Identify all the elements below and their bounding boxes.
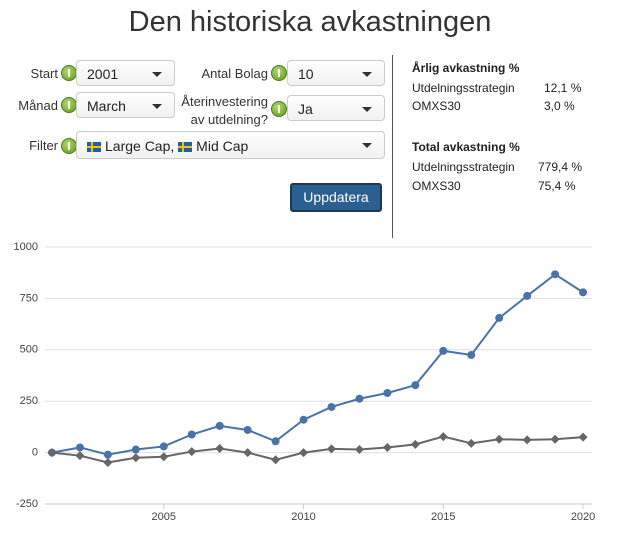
select-value: 10 [298, 66, 314, 82]
x-tick-label: 2020 [571, 511, 595, 523]
stats-value: 3,0 % [544, 99, 575, 113]
select[interactable]: 2001 [76, 60, 175, 86]
point [326, 444, 336, 454]
field-label: Antal Bolag [201, 66, 269, 81]
point [410, 439, 420, 449]
point [355, 394, 364, 403]
point [494, 434, 504, 444]
stats-label: OMXS30 [412, 99, 461, 113]
point [103, 457, 113, 467]
stats-label: OMXS30 [412, 179, 461, 193]
field-label: Filter [29, 138, 58, 153]
select[interactable]: 10 [287, 60, 385, 86]
stats-value: 12,1 % [544, 81, 582, 95]
series-line [51, 273, 584, 456]
select-value: March [87, 98, 126, 114]
point [382, 442, 392, 452]
x-tick-label: 2005 [152, 511, 176, 523]
field-label: Start [30, 66, 58, 81]
field-label: Återinvestering av utdelning? [181, 94, 268, 127]
point [131, 453, 141, 463]
point [271, 437, 280, 446]
y-tick-label: 750 [20, 292, 38, 304]
point [159, 442, 168, 451]
point [47, 448, 57, 458]
y-tick-label: 500 [20, 344, 38, 356]
point [466, 438, 476, 448]
select-value: 2001 [87, 66, 119, 82]
y-tick-label: -250 [16, 498, 38, 510]
filter-item: Large Cap, [105, 138, 175, 154]
point [354, 445, 364, 455]
point [383, 388, 392, 397]
point [215, 421, 224, 430]
series-line [51, 435, 584, 464]
point [215, 443, 225, 453]
flag [178, 142, 193, 152]
select[interactable]: Large Cap, Mid Cap [76, 131, 385, 159]
point [467, 350, 476, 359]
point [438, 432, 448, 442]
point [551, 270, 560, 279]
x-tick-label: 2015 [431, 511, 455, 523]
point [299, 448, 309, 458]
point [522, 435, 532, 445]
point [299, 415, 308, 424]
point [243, 425, 252, 434]
page-title: Den historiska avkastningen [128, 6, 492, 38]
point [75, 451, 85, 461]
update-button[interactable]: Uppdatera [290, 183, 382, 212]
stats-value: 75,4 % [538, 179, 576, 193]
point [271, 455, 281, 465]
y-tick-label: 250 [20, 395, 38, 407]
select[interactable]: March [76, 92, 175, 118]
select-value: Ja [298, 101, 313, 117]
stats-label: Utdelningsstrategin [412, 160, 515, 174]
y-tick-label: 1000 [14, 241, 38, 253]
y-tick-label: 0 [32, 447, 38, 459]
stats-value: 779,4 % [538, 160, 583, 174]
stats-heading: Årlig avkastning % [412, 61, 520, 75]
point [75, 443, 84, 452]
info-icon[interactable] [271, 65, 287, 81]
info-icon[interactable] [271, 101, 287, 117]
point [159, 452, 169, 462]
point [550, 434, 560, 444]
flag [87, 142, 101, 152]
x-tick-label: 2010 [291, 511, 315, 523]
stats-label: Utdelningsstrategin [412, 81, 515, 95]
point [103, 450, 112, 459]
point [411, 381, 420, 390]
point [243, 448, 253, 458]
point [579, 288, 588, 297]
point [495, 313, 504, 322]
stats-heading: Total avkastning % [412, 140, 520, 154]
point [578, 432, 588, 442]
point [523, 291, 532, 300]
point [187, 430, 196, 439]
select[interactable]: Ja [287, 95, 385, 121]
point [327, 402, 336, 411]
point [439, 346, 448, 355]
divider [392, 55, 393, 238]
field-label: Månad [18, 98, 58, 113]
point [131, 445, 140, 454]
point [187, 447, 197, 457]
filter-item: Mid Cap [196, 138, 249, 154]
